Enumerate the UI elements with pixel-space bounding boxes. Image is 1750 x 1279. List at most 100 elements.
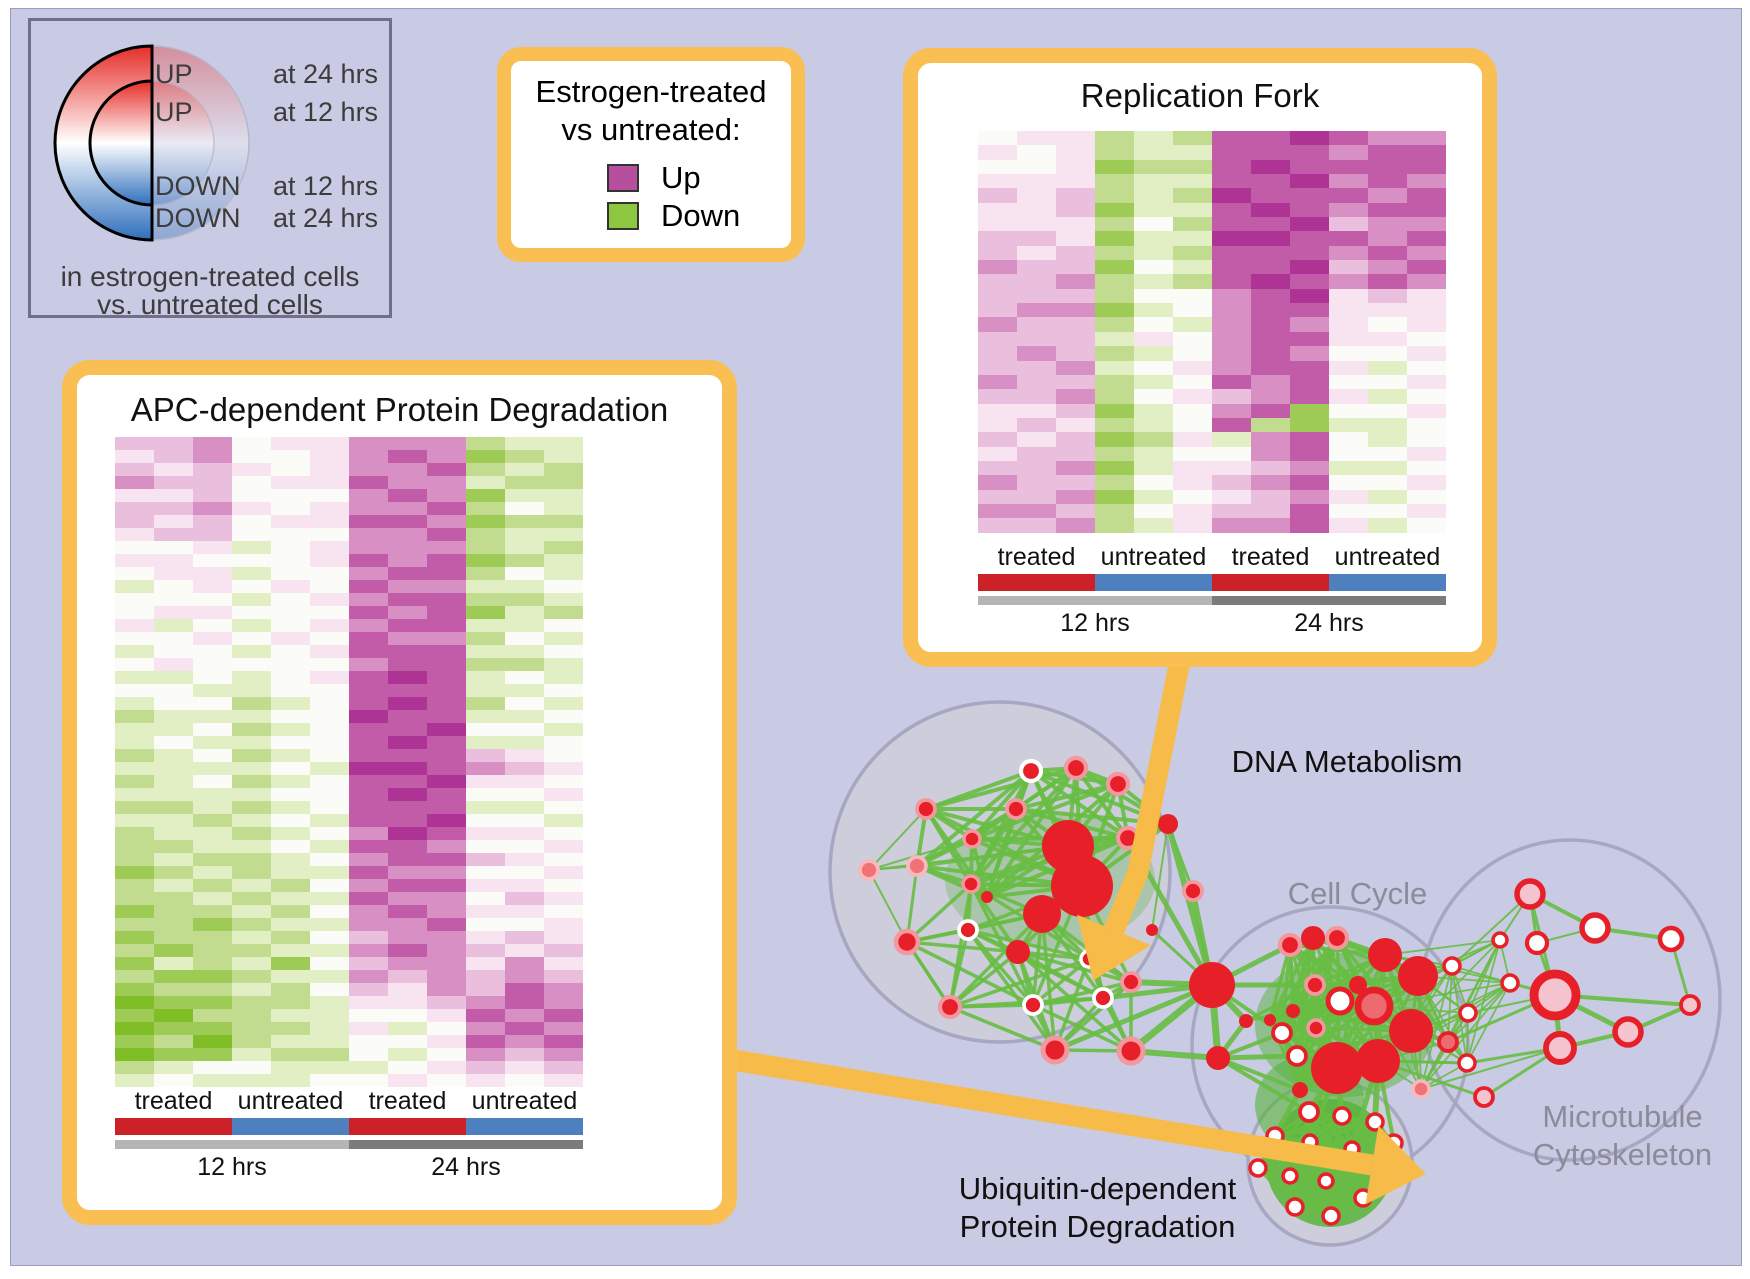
gene-node-wd xyxy=(1500,973,1520,993)
network-edge xyxy=(1294,1196,1364,1209)
heatmap-cell xyxy=(1173,245,1212,261)
condition-label: treated xyxy=(997,543,1076,571)
heatmap-cell xyxy=(1173,159,1212,175)
heatmap-cell xyxy=(1407,303,1446,318)
heatmap-cell xyxy=(232,658,271,671)
heatmap-cell xyxy=(388,489,427,502)
heatmap-cell xyxy=(544,840,583,853)
heatmap-cell xyxy=(349,1035,388,1048)
untreated-bar xyxy=(232,1118,349,1135)
heatmap-cell xyxy=(1056,245,1095,261)
heatmap-cell xyxy=(427,1061,466,1074)
heatmap-cell xyxy=(154,1048,193,1061)
heatmap-cell xyxy=(115,502,154,515)
treated-bar xyxy=(115,1118,232,1135)
heatmap-cell xyxy=(1095,131,1134,146)
heatmap-cell xyxy=(1173,131,1212,146)
network-edge xyxy=(906,940,1034,1007)
heatmap-cell xyxy=(427,866,466,879)
heatmap-cell xyxy=(310,749,349,762)
condition-label: untreated xyxy=(471,1087,578,1115)
heatmap-cell xyxy=(1056,475,1095,490)
heatmap-cell xyxy=(388,775,427,788)
heatmap-cell xyxy=(154,1009,193,1022)
heatmap-cell xyxy=(349,710,388,723)
heatmap-cell xyxy=(427,918,466,931)
heatmap-cell xyxy=(978,174,1017,189)
heatmap-cell xyxy=(1134,174,1173,189)
heatmap-cell xyxy=(271,723,310,736)
heatmap-cell xyxy=(349,437,388,450)
gene-node-wd xyxy=(1657,925,1685,953)
time-label: 12 hrs xyxy=(1060,609,1130,637)
network-edge xyxy=(868,869,908,943)
heatmap-cell xyxy=(115,658,154,671)
heatmap-cell xyxy=(544,788,583,801)
heatmap-cell xyxy=(388,944,427,957)
heatmap-cell xyxy=(466,1061,505,1074)
heatmap-cell xyxy=(115,944,154,957)
heatmap-cell xyxy=(1134,360,1173,375)
heatmap-cell xyxy=(1173,446,1212,461)
heatmap-cell xyxy=(1017,188,1056,203)
heatmap-cell xyxy=(1212,317,1251,332)
heatmap-cell xyxy=(978,374,1017,390)
heatmap-cell xyxy=(271,801,310,814)
heatmap-cell xyxy=(310,892,349,905)
heatmap-cell xyxy=(1212,489,1251,504)
heatmap-cell xyxy=(1017,446,1056,461)
heatmap-cell xyxy=(115,801,154,814)
heatmap-cell xyxy=(271,632,310,645)
heatmap-cell xyxy=(115,515,154,528)
heatmap-cell xyxy=(466,749,505,762)
heatmap-cell xyxy=(1173,374,1212,390)
heatmap-cell xyxy=(193,606,232,619)
heatmap-cell xyxy=(154,723,193,736)
apc-heatmap xyxy=(115,437,583,1087)
heatmap-cell xyxy=(1212,174,1251,189)
heatmap-cell xyxy=(310,853,349,866)
heatmap-cell xyxy=(1173,260,1212,275)
heatmap-cell xyxy=(232,619,271,632)
heatmap-cell xyxy=(271,996,310,1009)
heatmap-cell xyxy=(271,515,310,528)
heatmap-cell xyxy=(1095,460,1134,476)
heatmap-cell xyxy=(115,1061,154,1074)
heatmap-cell xyxy=(115,905,154,918)
ring-time-up-inner: at 12 hrs xyxy=(273,97,379,127)
heatmap-cell xyxy=(193,944,232,957)
heatmap-cell xyxy=(1212,231,1251,246)
callout-arrow-shaft xyxy=(1104,647,1193,935)
heatmap-cell xyxy=(1251,389,1290,404)
heatmap-cell xyxy=(1134,303,1173,318)
heatmap-cell xyxy=(154,736,193,749)
heatmap-cell xyxy=(1329,303,1368,318)
heatmap-cell xyxy=(1134,460,1173,476)
gene-node-wd xyxy=(1458,1003,1478,1023)
gene-node-wd xyxy=(1579,912,1611,944)
heatmap-cell xyxy=(154,489,193,502)
heatmap-cell xyxy=(1095,159,1134,175)
heatmap-cell xyxy=(1134,245,1173,261)
heatmap-cell xyxy=(154,502,193,515)
heatmap-cell xyxy=(349,645,388,658)
heatmap-cell xyxy=(1329,317,1368,332)
heatmap-cell xyxy=(349,957,388,970)
heatmap-cell xyxy=(388,1022,427,1035)
heatmap-cell xyxy=(349,749,388,762)
heatmap-cell xyxy=(427,957,466,970)
heatmap-cell xyxy=(193,593,232,606)
heatmap-cell xyxy=(1407,174,1446,189)
heatmap-cell xyxy=(154,1022,193,1035)
heatmap-cell xyxy=(978,331,1017,347)
heatmap-cell xyxy=(1407,159,1446,175)
heatmap-cell xyxy=(232,762,271,775)
heatmap-cell xyxy=(310,1035,349,1048)
heatmap-cell xyxy=(978,432,1017,447)
heatmap-cell xyxy=(1212,403,1251,418)
heatmap-cell xyxy=(271,749,310,762)
heatmap-cell xyxy=(427,801,466,814)
heatmap-cell xyxy=(1407,446,1446,461)
gene-node-rd xyxy=(1264,1014,1276,1026)
heatmap-cell xyxy=(1251,288,1290,304)
